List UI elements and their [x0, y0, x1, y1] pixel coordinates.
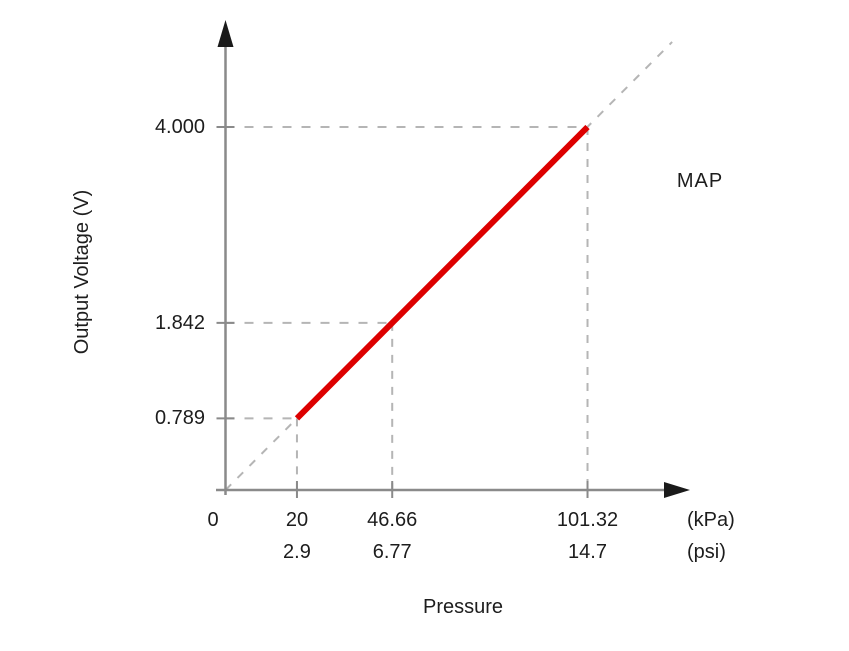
map-transfer-line: [294, 124, 590, 421]
y-tick-label-1: 1.842: [154, 311, 205, 334]
y-axis-title: Output Voltage (V): [71, 189, 93, 355]
x-tick-label-psi-2: 14.7: [568, 541, 607, 563]
x-axis-unit-kpa: (kPa): [687, 509, 735, 531]
x-tick-label-psi-0: 2.9: [283, 541, 311, 563]
series-annotation-map: MAP: [676, 170, 724, 192]
x-axis-arrow-icon: [664, 482, 690, 498]
x-tick-label-origin: 0: [207, 509, 219, 531]
x-axis-title: Pressure: [422, 596, 504, 618]
y-axis-arrow-icon: [217, 20, 234, 47]
x-axis-unit-psi: (psi): [687, 541, 726, 563]
x-tick-label-psi-1: 6.77: [372, 541, 412, 563]
y-tick-label-0: 0.789: [154, 407, 205, 430]
x-tick-label-kpa-0: 20: [285, 509, 309, 531]
x-tick-label-kpa-1: 46.66: [367, 509, 418, 531]
y-tick-label-2: 4.000: [154, 116, 205, 138]
x-tick-label-kpa-2: 101.32: [556, 509, 619, 531]
